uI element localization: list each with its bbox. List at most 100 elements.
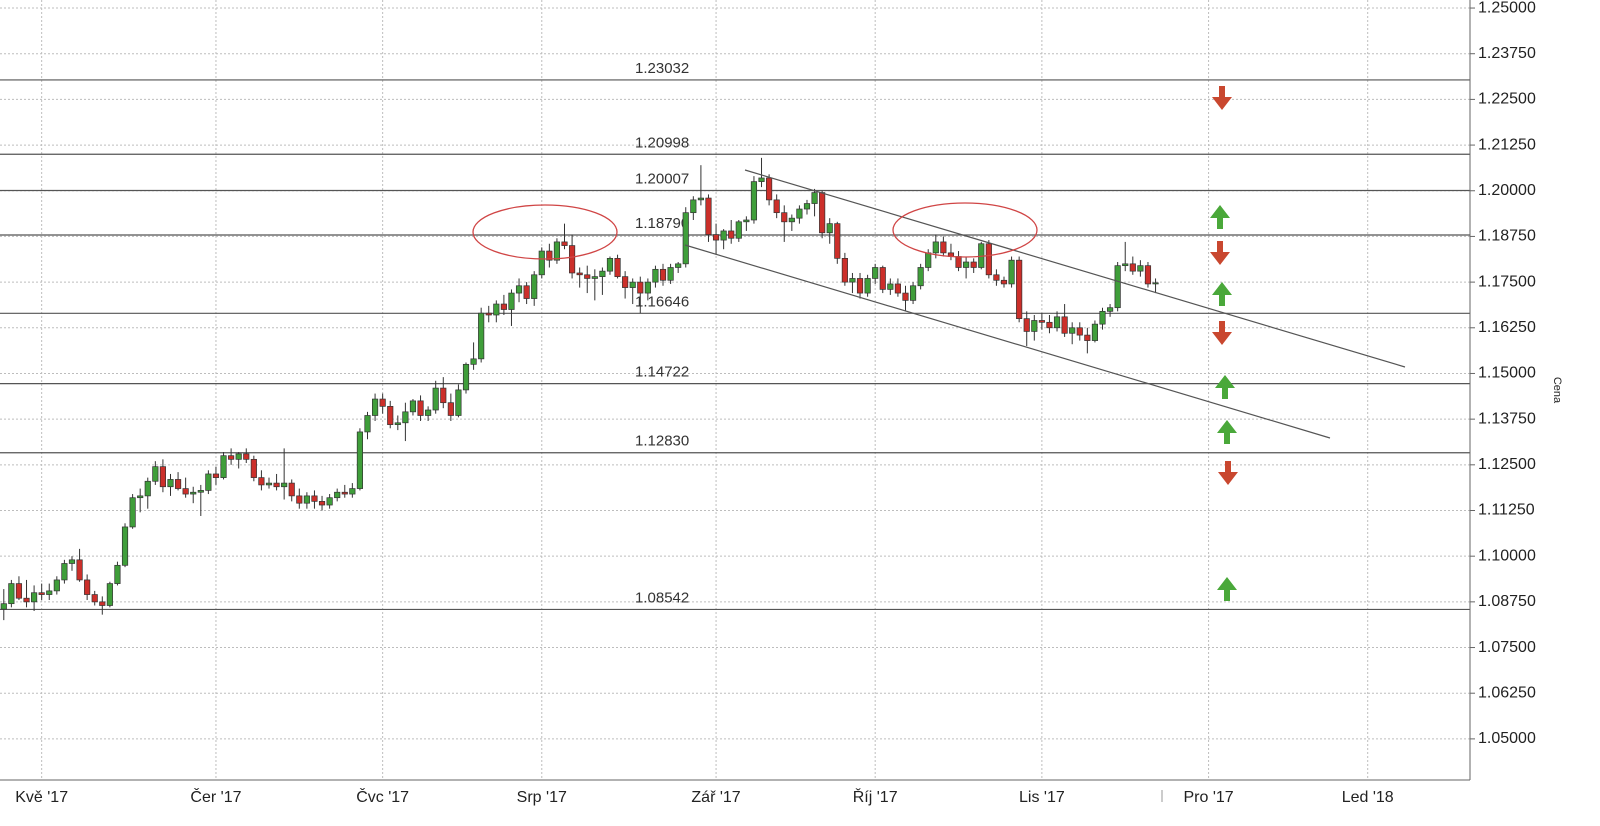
candle-body xyxy=(887,283,894,290)
candle-body xyxy=(538,250,545,276)
candle-body xyxy=(440,387,447,404)
candle-body xyxy=(61,563,68,581)
candle-body xyxy=(932,241,939,254)
candle-body xyxy=(659,268,667,281)
candle-body xyxy=(758,177,765,182)
candle-body xyxy=(38,592,45,595)
candle-body xyxy=(531,274,538,299)
candle-body xyxy=(811,192,818,204)
candle-body xyxy=(1152,282,1159,285)
candle-body xyxy=(190,491,197,495)
x-tick-label: Led '18 xyxy=(1342,789,1394,806)
y-tick-label: 1.15000 xyxy=(1478,365,1536,382)
candle-body xyxy=(1106,307,1114,312)
candle-body xyxy=(258,477,265,486)
candle-body xyxy=(31,592,38,603)
candle-body xyxy=(993,274,1000,281)
up-arrow xyxy=(1215,375,1235,399)
candle-body xyxy=(349,488,356,495)
candle-body xyxy=(705,197,712,235)
candle-body xyxy=(728,230,735,239)
candle-body xyxy=(1031,320,1038,332)
candle-body xyxy=(1061,316,1068,334)
highlight-ellipse xyxy=(472,204,618,260)
candles xyxy=(0,157,1159,621)
candle-body xyxy=(265,482,273,486)
candle-body xyxy=(1023,318,1030,332)
level-label: 1.23032 xyxy=(635,60,689,77)
candle-body xyxy=(197,490,204,493)
y-tick-label: 1.18750 xyxy=(1478,228,1536,245)
candle-body xyxy=(856,278,864,294)
y-tick-label: 1.07500 xyxy=(1478,639,1536,656)
candle-body xyxy=(697,197,704,201)
candle-body xyxy=(712,234,720,241)
candle-body xyxy=(1084,334,1091,341)
candle-body xyxy=(303,495,310,504)
candle-body xyxy=(1069,327,1076,334)
candle-body xyxy=(622,276,629,288)
candle-body xyxy=(23,597,30,603)
candle-body xyxy=(402,411,409,424)
y-tick-label: 1.11250 xyxy=(1478,502,1535,519)
y-tick-label: 1.16250 xyxy=(1478,319,1536,336)
y-tick-label: 1.20000 xyxy=(1478,182,1536,199)
candle-body xyxy=(1137,265,1144,272)
candle-body xyxy=(425,409,432,416)
y-tick-label: 1.05000 xyxy=(1478,730,1536,747)
candle-body xyxy=(591,276,598,279)
up-arrow xyxy=(1212,282,1232,306)
y-tick-label: 1.21250 xyxy=(1478,136,1536,153)
candle-body xyxy=(91,594,98,603)
candle-body xyxy=(872,267,879,279)
up-arrow xyxy=(1210,205,1230,229)
candle-body xyxy=(576,272,583,276)
candle-body xyxy=(849,278,856,283)
candle-body xyxy=(546,250,553,261)
candle-body xyxy=(212,473,220,478)
candle-body xyxy=(819,192,826,234)
candle-body xyxy=(356,431,364,489)
candle-body xyxy=(523,285,530,299)
candle-body xyxy=(417,400,424,416)
y-tick-label: 1.22500 xyxy=(1478,91,1536,108)
down-arrow xyxy=(1212,321,1232,345)
candle-body xyxy=(743,219,750,223)
x-tick-label: Čer '17 xyxy=(190,787,241,806)
down-arrow xyxy=(1218,461,1238,485)
candle-body xyxy=(409,400,417,413)
trend-line xyxy=(744,169,1406,368)
y-axis-label: Cena xyxy=(1551,377,1563,404)
candle-body xyxy=(667,267,674,281)
candle-body xyxy=(500,303,507,310)
candle-body xyxy=(174,479,182,489)
candle-body xyxy=(296,495,303,504)
candle-body xyxy=(750,181,758,221)
candle-body xyxy=(773,199,780,214)
candle-body xyxy=(250,458,257,478)
candle-body xyxy=(455,389,462,416)
candle-body xyxy=(682,212,689,265)
candle-body xyxy=(1000,279,1008,285)
x-tick-label: Srp '17 xyxy=(517,789,567,806)
candle-body xyxy=(76,559,83,581)
level-label: 1.14722 xyxy=(635,364,689,381)
candle-body xyxy=(644,281,651,294)
down-arrow xyxy=(1210,241,1230,265)
candle-body xyxy=(841,258,848,283)
candle-body xyxy=(121,526,129,566)
x-tick-label: Pro '17 xyxy=(1183,789,1233,806)
candle-body xyxy=(1114,265,1121,309)
candle-body xyxy=(1076,327,1083,336)
candle-body xyxy=(917,267,924,287)
candle-body xyxy=(447,402,454,416)
candle-body xyxy=(485,312,492,316)
levels: 1.23032 1.20998 1.20007 1.18790 1.16646 1.147… xyxy=(0,60,1470,611)
candle-body xyxy=(735,221,742,239)
candle-body xyxy=(152,466,159,482)
candle-body xyxy=(379,398,386,407)
candle-body xyxy=(675,263,682,268)
trend-line xyxy=(684,244,1331,439)
level-label: 1.18790 xyxy=(635,215,689,232)
y-tick-label: 1.17500 xyxy=(1478,273,1536,290)
